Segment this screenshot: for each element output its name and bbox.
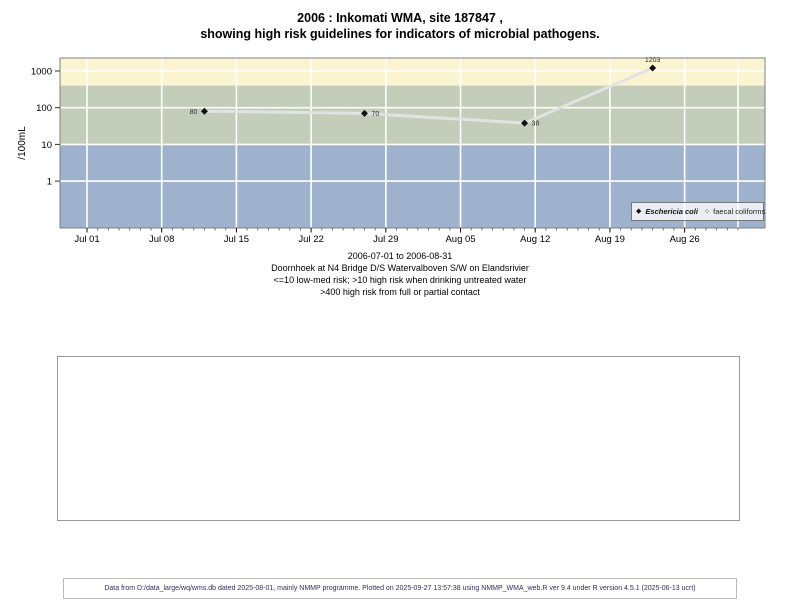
data-point-marker xyxy=(521,119,529,127)
x-tick-label: Aug 05 xyxy=(445,234,475,245)
empty-panel xyxy=(57,356,740,521)
x-tick-label: Jul 08 xyxy=(149,234,174,245)
y-tick-label: 1 xyxy=(47,177,52,188)
footer-box: Data from D:/data_large/wq/wms.db dated … xyxy=(63,578,737,599)
data-point-marker xyxy=(360,109,368,117)
data-point-label: 70 xyxy=(371,111,379,118)
y-tick-label: 1000 xyxy=(31,67,52,78)
open-circle-icon: ○ xyxy=(704,208,710,215)
data-point-marker xyxy=(200,107,208,115)
caption-date-range: 2006-07-01 to 2006-08-31 xyxy=(347,251,453,261)
chart-title-line2: showing high risk guidelines for indicat… xyxy=(200,27,600,41)
x-tick-label: Jul 01 xyxy=(74,234,99,245)
filled-diamond-icon: ◆ xyxy=(636,208,642,215)
footer-note: Data from D:/data_large/wq/wms.db dated … xyxy=(104,585,696,592)
chart-caption: 2006-07-01 to 2006-08-31 Doornhoek at N4… xyxy=(0,250,800,298)
data-point-label: 80 xyxy=(190,109,198,116)
chart-title-line1: 2006 : Inkomati WMA, site 187847 , xyxy=(297,11,503,25)
plot-border xyxy=(59,57,766,229)
data-point-marker xyxy=(649,64,657,72)
legend-label-ecoli: Eschericia coli xyxy=(645,207,698,216)
x-tick-label: Jul 29 xyxy=(373,234,398,245)
x-tick-label: Aug 12 xyxy=(520,234,550,245)
x-tick-label: Jul 15 xyxy=(224,234,249,245)
y-tick-label: 10 xyxy=(41,140,52,151)
caption-site-description: Doornhoek at N4 Bridge D/S Watervalboven… xyxy=(271,263,529,273)
y-axis-unit-label: /100mL xyxy=(17,126,28,160)
legend-label-faecal-coliforms: faecal coliforms xyxy=(713,207,766,216)
risk-timeseries-plot: 80 70 38 1203 1 10 100 1000 Jul 01 Jul 08 Jul 15 Ju… xyxy=(17,57,766,245)
y-tick-label: 100 xyxy=(36,103,52,114)
data-point-label: 38 xyxy=(532,121,540,128)
series-line-eschericia-coli xyxy=(204,66,654,125)
caption-risk-note-2: >400 high risk from full or partial cont… xyxy=(320,287,480,297)
caption-risk-note-1: <=10 low-med risk; >10 high risk when dr… xyxy=(273,275,527,285)
chart-title: 2006 : Inkomati WMA, site 187847 , showi… xyxy=(0,10,800,42)
x-tick-label: Jul 22 xyxy=(298,234,323,245)
chart-legend: ◆ Eschericia coli ○ faecal coliforms xyxy=(631,202,766,221)
data-point-label: 1203 xyxy=(645,57,661,64)
x-tick-label: Aug 26 xyxy=(670,234,700,245)
x-tick-label: Aug 19 xyxy=(595,234,625,245)
